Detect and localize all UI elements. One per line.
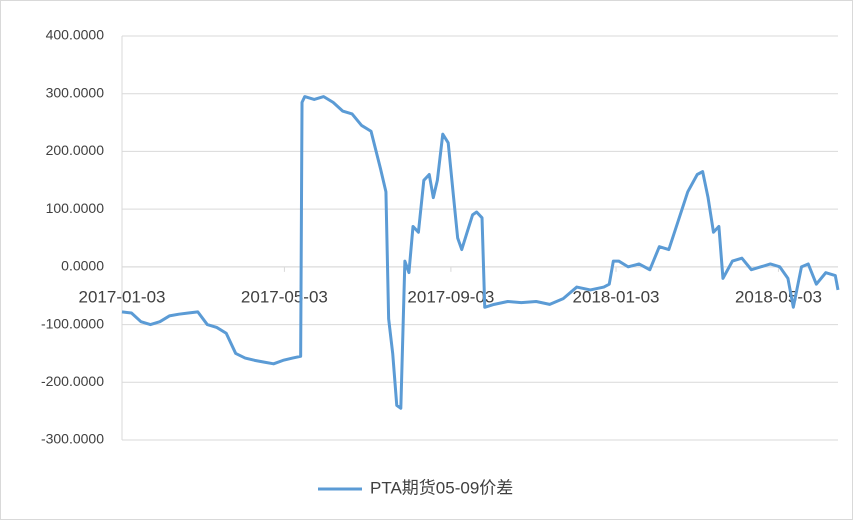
y-tick-label: 0.0000 bbox=[61, 258, 104, 274]
legend-label: PTA期货05-09价差 bbox=[370, 478, 513, 497]
x-tick-label: 2018-05-03 bbox=[735, 287, 822, 306]
y-tick-label: 300.0000 bbox=[46, 84, 105, 100]
y-tick-label: -100.0000 bbox=[41, 315, 104, 331]
y-tick-label: -200.0000 bbox=[41, 373, 104, 389]
x-tick-label: 2017-09-03 bbox=[407, 287, 494, 306]
y-tick-label: 200.0000 bbox=[46, 142, 105, 158]
x-tick-label: 2017-05-03 bbox=[241, 287, 328, 306]
series-line bbox=[121, 95, 840, 410]
x-tick-label: 2018-01-03 bbox=[573, 287, 660, 306]
y-tick-label: -300.0000 bbox=[41, 431, 104, 447]
x-tick-label: 2017-01-03 bbox=[79, 287, 166, 306]
y-tick-label: 400.0000 bbox=[46, 27, 105, 43]
y-tick-label: 100.0000 bbox=[46, 200, 105, 216]
